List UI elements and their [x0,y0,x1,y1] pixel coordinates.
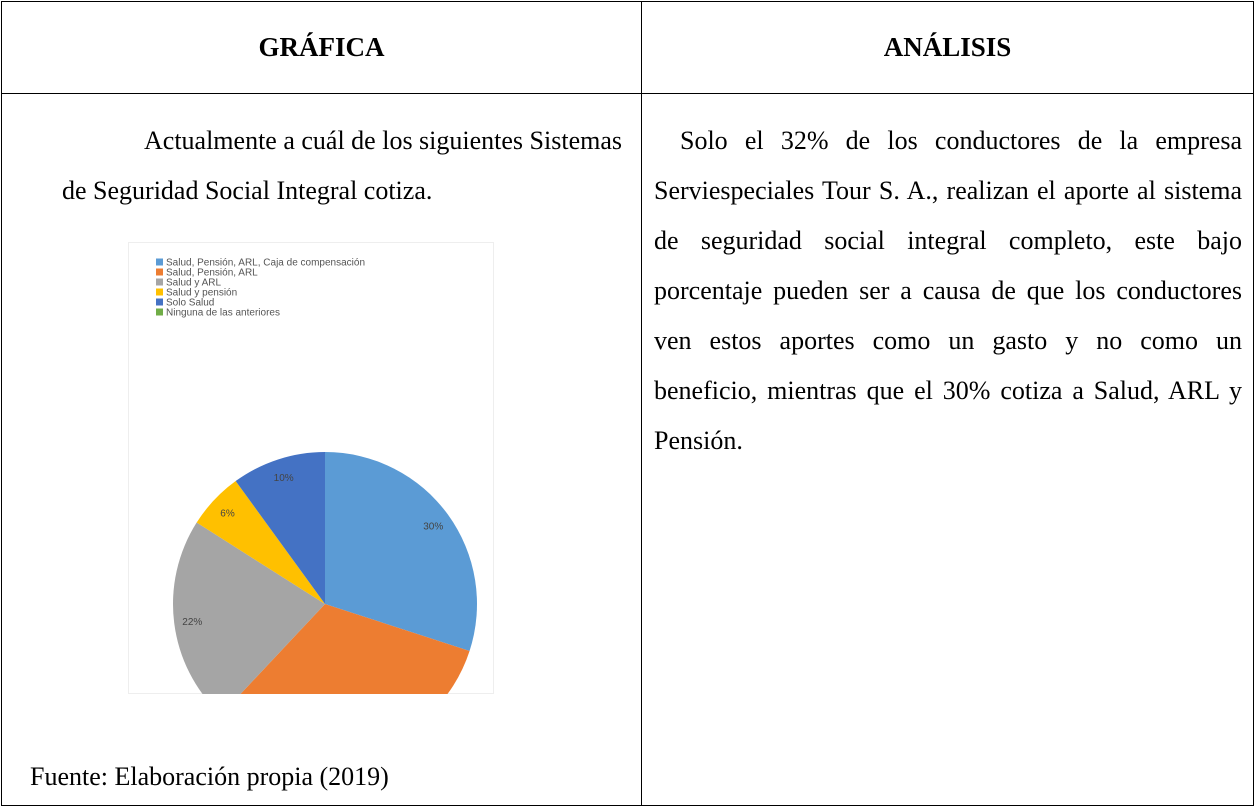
legend-swatch [156,308,163,316]
header-cell: GRÁFICA [2,2,642,94]
legend-swatch [156,298,163,306]
header-cell: ANÁLISIS [642,2,1253,94]
legend-label: Salud, Pensión, ARL [166,268,258,279]
source-text: Fuente: Elaboración propia (2019) [30,762,389,791]
slice-label: 10% [274,473,294,484]
slice-label: 22% [182,617,202,628]
legend-label: Salud, Pensión, ARL, Caja de compensació… [166,258,365,269]
pie-slice [173,522,325,694]
pie-slice [240,604,470,694]
pie-slice [235,452,325,604]
legend-label: Ninguna de las anteriores [166,308,280,319]
analysis-text: Solo el 32% de los conductores de la emp… [654,126,1242,455]
legend-swatch [156,268,163,276]
pie-slice [196,481,325,604]
question-text: Actualmente a cuál de los siguientes Sis… [62,126,622,205]
legend-label: Salud y pensión [166,288,237,299]
pie-slice [325,452,477,651]
legend-label: Salud y ARL [166,278,221,289]
pie-chart: Salud, Pensión, ARL, Caja de compensació… [128,242,494,694]
slice-label: 30% [423,521,443,532]
legend-swatch [156,288,163,296]
chart-cell: Actualmente a cuál de los siguientes Sis… [2,94,642,805]
slice-label: 6% [220,508,235,519]
analysis-cell: Solo el 32% de los conductores de la emp… [642,94,1253,805]
legend-swatch [156,278,163,286]
legend-swatch [156,258,163,266]
legend-label: Solo Salud [166,298,214,309]
